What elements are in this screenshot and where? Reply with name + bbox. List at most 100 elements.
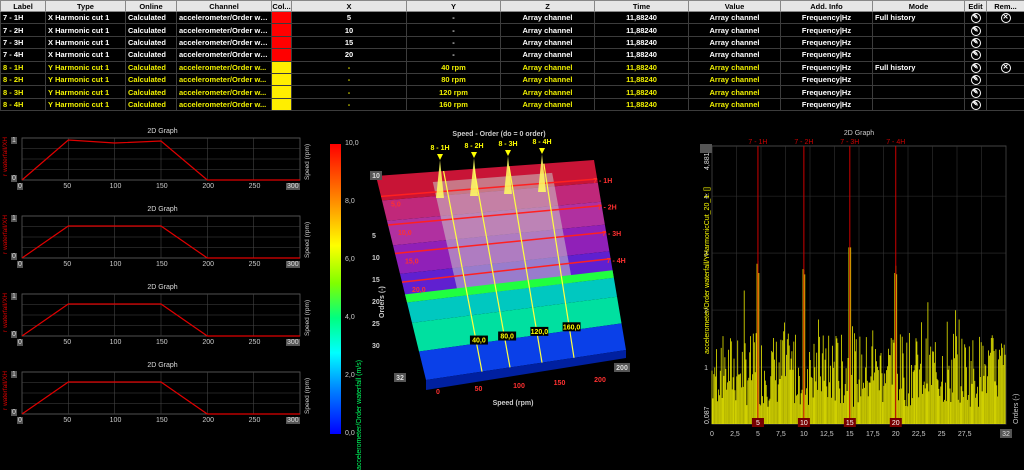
edit-icon[interactable]: ✎ [971, 88, 981, 98]
x-tick-label: 25 [938, 431, 946, 438]
column-header[interactable]: Edit [965, 1, 987, 12]
column-header[interactable]: Time [595, 1, 689, 12]
cell-type: X Harmonic cut 1 [46, 12, 126, 24]
edit-cell: ✎ [965, 73, 987, 85]
remove-cell [987, 36, 1024, 48]
y-max-box: 1 [11, 215, 17, 222]
color-swatch [272, 24, 292, 36]
cell-value: Array channel [689, 86, 781, 98]
edit-icon[interactable]: ✎ [971, 100, 981, 110]
colorbar-tick: 2,0 [345, 372, 355, 379]
cell-time: 11,88240 [595, 49, 689, 61]
y-axis-label: accelerometer/Order waterfall/YHarmonicC… [704, 187, 711, 354]
edit-icon[interactable]: ✎ [971, 63, 981, 73]
column-header[interactable]: Type [46, 1, 126, 12]
x-tick-label: 22,5 [912, 431, 926, 438]
x-tick-label: 150 [156, 339, 168, 346]
x-tick-label: 7,5 [776, 431, 786, 438]
column-header[interactable]: Z [501, 1, 595, 12]
top-cursor-label: 8 - 2H [464, 143, 483, 150]
edit-cell: ✎ [965, 49, 987, 61]
cell-type: Y Harmonic cut 1 [46, 86, 126, 98]
x-max-label: 32 [1002, 431, 1010, 438]
color-swatch [272, 86, 292, 98]
column-header[interactable]: Mode [873, 1, 965, 12]
y-max-box: 1 [11, 293, 17, 300]
cell-mode [873, 24, 965, 36]
cell-x: - [292, 73, 407, 85]
y-min-box: 0 [11, 409, 17, 416]
x-tick-label: 2,5 [730, 431, 740, 438]
column-header[interactable]: Value [689, 1, 781, 12]
edit-icon[interactable]: ✎ [971, 13, 981, 23]
x-tick-label: 250 [249, 417, 261, 424]
edit-icon[interactable]: ✎ [971, 75, 981, 85]
colorbar-gradient [330, 144, 341, 434]
cell-channel: accelerometer/Order w... [177, 61, 272, 73]
x-tick-label: 150 [156, 183, 168, 190]
edit-cell: ✎ [965, 12, 987, 24]
y2-axis-label: Speed (rpm) [304, 378, 311, 414]
cell-y: - [407, 36, 501, 48]
x-tick-label: 50 [63, 183, 71, 190]
column-header[interactable]: Y [407, 1, 501, 12]
column-header[interactable]: Col... [272, 1, 292, 12]
remove-icon[interactable]: ✕ [1001, 63, 1011, 73]
cursor-box-label: 5 [756, 420, 760, 427]
x-tick-label: 100 [110, 183, 122, 190]
speed-marker-label: 40,0 [472, 338, 486, 345]
order-marker-label: 20,0 [412, 287, 426, 294]
top-cursor-label: 8 - 3H [498, 141, 517, 148]
cell-z: Array channel [501, 86, 595, 98]
top-cursor-label: 8 - 1H [430, 145, 449, 152]
cell-label: 7 - 1H [1, 12, 46, 24]
column-header[interactable]: Add. Info [781, 1, 873, 12]
x-tick-label: 250 [249, 183, 261, 190]
column-header[interactable]: Channel [177, 1, 272, 12]
edit-icon[interactable]: ✎ [971, 38, 981, 48]
cell-type: Y Harmonic cut 1 [46, 73, 126, 85]
graph-title: 2D Graph [0, 284, 325, 291]
x-tick-label: 150 [156, 261, 168, 268]
x-max-label: 200 [616, 365, 628, 372]
column-header[interactable]: X [292, 1, 407, 12]
column-header[interactable]: Online [126, 1, 177, 12]
color-swatch [272, 98, 292, 110]
cell-type: Y Harmonic cut 1 [46, 98, 126, 110]
cell-channel: accelerometer/Order water... [177, 49, 272, 61]
y-axis-label: Orders (-) [379, 286, 386, 318]
speed-marker-triangle [471, 152, 477, 158]
cell-z: Array channel [501, 36, 595, 48]
cell-z: Array channel [501, 98, 595, 110]
remove-icon[interactable]: ✕ [1001, 13, 1011, 23]
colorbar-tick: 8,0 [345, 198, 355, 205]
column-header[interactable]: Label [1, 1, 46, 12]
cell-y: 120 rpm [407, 86, 501, 98]
cell-y: 160 rpm [407, 98, 501, 110]
column-header[interactable]: Rem... [987, 1, 1024, 12]
cell-x: 20 [292, 49, 407, 61]
graph-title: 2D Graph [0, 206, 325, 213]
cell-label: 8 - 1H [1, 61, 46, 73]
cell-mode [873, 73, 965, 85]
edit-icon[interactable]: ✎ [971, 26, 981, 36]
color-swatch [272, 61, 292, 73]
x-tick-label: 150 [554, 380, 566, 387]
edit-icon[interactable]: ✎ [971, 50, 981, 60]
cell-channel: accelerometer/Order water... [177, 24, 272, 36]
y-axis-label: r waterfall/XH [2, 215, 9, 254]
